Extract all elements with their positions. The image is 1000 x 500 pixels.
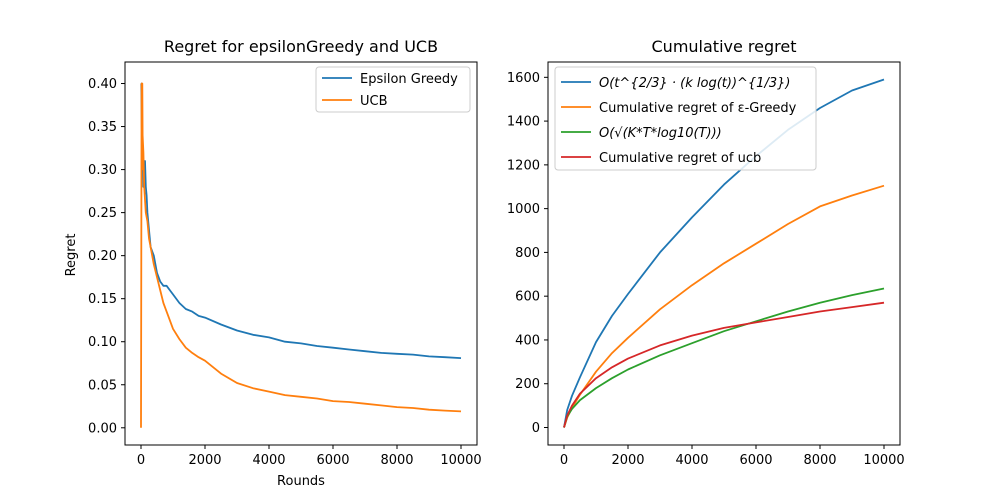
regret-legend-box — [315, 66, 471, 113]
legend-label-epsilon-greedy: Epsilon Greedy — [360, 72, 458, 87]
cumulative-regret-chart-title: Cumulative regret — [652, 37, 797, 56]
regret-xtick-label: 8000 — [380, 453, 413, 468]
regret-ytick-label: 0.35 — [88, 120, 117, 135]
cumulative-ytick-label: 800 — [515, 246, 540, 261]
legend-label-ucb-cumulative: Cumulative regret of ucb — [599, 151, 761, 166]
legend-label-bound-t23: O(t^{2/3} · (k log(t))^{1/3}) — [599, 76, 790, 91]
cumulative-ytick-label: 600 — [515, 290, 540, 305]
cumulative-legend-box — [554, 66, 817, 171]
regret-ytick-label: 0.25 — [88, 206, 117, 221]
regret-legend: Epsilon Greedy UCB — [315, 66, 471, 113]
regret-ytick-label: 0.30 — [88, 163, 117, 178]
regret-plot-area: 0 2000 4000 6000 8000 10000 0.00 0.05 0.10 0.15 0.… — [88, 61, 482, 468]
regret-series-line-0 — [140, 82, 462, 359]
regret-ytick-label: 0.20 — [88, 249, 117, 264]
regret-series-lines — [140, 82, 462, 428]
regret-xtick-label: 10000 — [440, 453, 481, 468]
regret-xtick-label: 4000 — [252, 453, 285, 468]
regret-series-line-1 — [140, 82, 462, 428]
regret-ytick-label: 0.00 — [88, 421, 117, 436]
regret-axes-frame — [124, 61, 478, 446]
legend-label-ucb: UCB — [360, 94, 388, 109]
cumulative-ytick-label: 400 — [515, 333, 540, 348]
legend-label-bound-sqrt: O(√(K*T*log10(T))) — [599, 126, 722, 141]
cumulative-series-lines — [563, 78, 885, 428]
regret-chart-ylabel: Regret — [64, 234, 79, 277]
cumulative-series-line-2 — [563, 287, 885, 428]
cumulative-plot-area: 0 2000 4000 6000 8000 10000 0 200 400 600 800 1000 1… — [507, 61, 905, 468]
cumulative-xtick-label: 6000 — [739, 453, 772, 468]
cumulative-ytick-label: 1400 — [507, 115, 540, 130]
cumulative-ytick-label: 1600 — [507, 71, 540, 86]
cumulative-ytick-label: 200 — [515, 377, 540, 392]
cumulative-ytick-label: 0 — [532, 421, 540, 436]
regret-xtick-label: 2000 — [188, 453, 221, 468]
legend-label-eps-greedy-cumulative: Cumulative regret of ε-Greedy — [599, 101, 797, 116]
regret-ytick-label: 0.15 — [88, 292, 117, 307]
cumulative-xtick-label: 10000 — [863, 453, 904, 468]
cumulative-ytick-label: 1000 — [507, 202, 540, 217]
regret-ytick-label: 0.40 — [88, 77, 117, 92]
regret-ytick-label: 0.10 — [88, 335, 117, 350]
cumulative-xtick-label: 8000 — [803, 453, 836, 468]
cumulative-xtick-label: 4000 — [675, 453, 708, 468]
regret-xtick-label: 0 — [137, 453, 145, 468]
regret-ytick-label: 0.05 — [88, 378, 117, 393]
regret-chart-title: Regret for epsilonGreedy and UCB — [164, 37, 438, 56]
cumulative-xtick-label: 0 — [560, 453, 568, 468]
regret-xtick-label: 6000 — [316, 453, 349, 468]
cumulative-legend: O(t^{2/3} · (k log(t))^{1/3}) Cumulative… — [554, 66, 817, 171]
regret-chart: Regret for epsilonGreedy and UCB Rounds … — [64, 37, 482, 489]
cumulative-axes-frame — [547, 61, 901, 446]
regret-chart-xlabel: Rounds — [277, 474, 325, 489]
cumulative-series-line-3 — [563, 301, 885, 428]
cumulative-ytick-label: 1200 — [507, 158, 540, 173]
cumulative-xtick-label: 2000 — [611, 453, 644, 468]
cumulative-regret-chart: Cumulative regret 0 2000 4000 6000 8000 10000… — [507, 37, 905, 468]
cumulative-series-line-1 — [563, 184, 885, 428]
